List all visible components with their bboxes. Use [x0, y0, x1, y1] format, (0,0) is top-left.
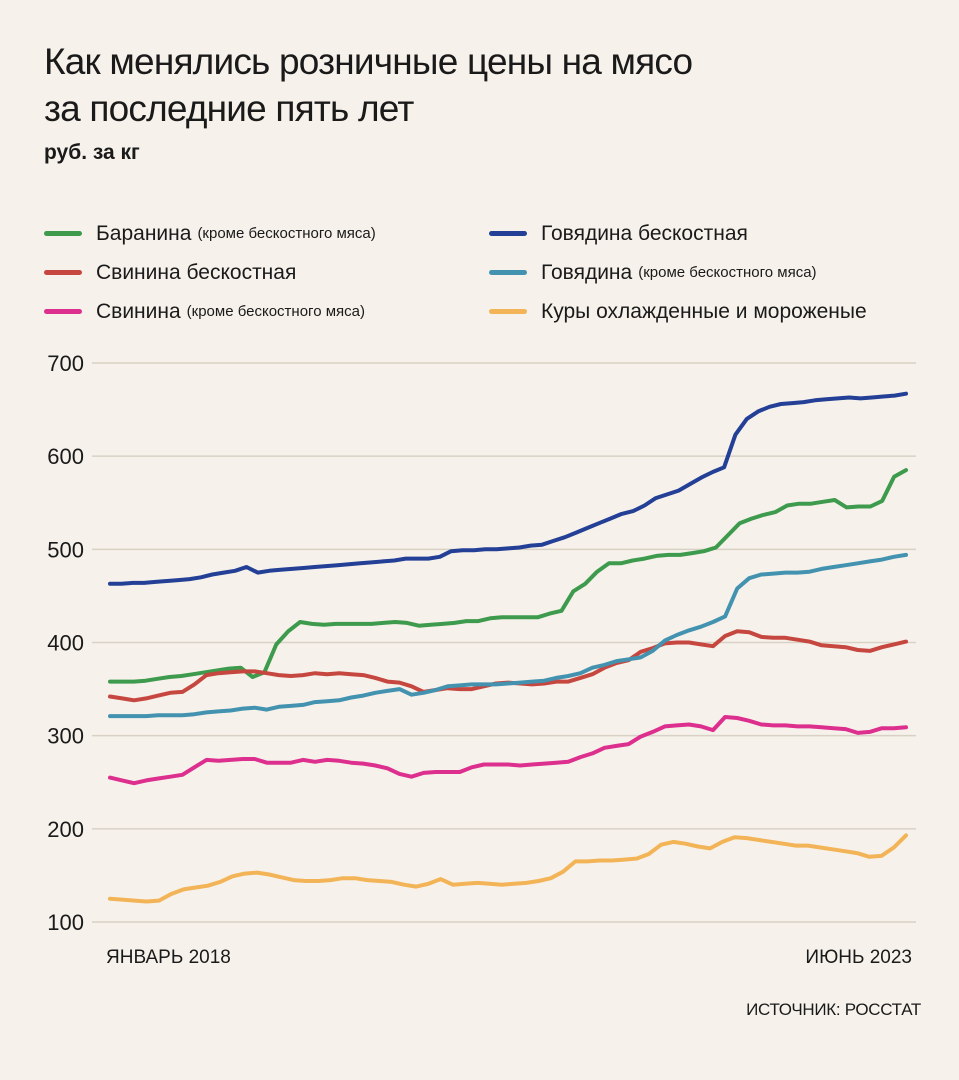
y-tick-label: 300 — [47, 724, 84, 749]
legend-item-beef-boneless: Говядина бескостная — [489, 214, 867, 253]
y-tick-label: 200 — [47, 817, 84, 842]
unit-label: руб. за кг — [44, 141, 140, 164]
legend-note: (кроме бескостного мяса) — [638, 264, 817, 281]
legend-swatch-beef-boneless — [489, 231, 527, 236]
legend-right: Говядина бескостная Говядина (кроме беск… — [489, 214, 867, 331]
y-axis-ticks: 100 200 300 400 500 600 700 — [47, 351, 84, 935]
y-tick-label: 400 — [47, 631, 84, 656]
legend-note: (кроме бескостного мяса) — [186, 303, 365, 320]
y-tick-label: 100 — [47, 910, 84, 935]
legend-swatch-pork-boneless — [44, 270, 82, 275]
series-line-0 — [108, 468, 908, 684]
series-line-1 — [108, 629, 908, 703]
series-line-3 — [108, 391, 908, 586]
legend-label: Свинина — [96, 299, 181, 323]
source-note: ИСТОЧНИК: РОССТАТ — [746, 1000, 921, 1019]
series-line-4 — [108, 552, 908, 719]
legend-left: Баранина (кроме бескостного мяса) Свинин… — [44, 214, 376, 331]
legend-note: (кроме бескостного мяса) — [197, 225, 376, 242]
x-end-label: ИЮНЬ 2023 — [805, 947, 912, 968]
y-tick-label: 700 — [47, 351, 84, 376]
legend-item-beef: Говядина (кроме бескостного мяса) — [489, 253, 867, 292]
series-lines — [108, 391, 908, 904]
legend-swatch-lamb — [44, 231, 82, 236]
line-chart: 100 200 300 400 500 600 700 ЯНВАРЬ 2018 ИЮНЬ 2… — [47, 351, 916, 968]
legend-swatch-pork — [44, 309, 82, 314]
series-line-5 — [108, 833, 908, 904]
y-tick-label: 600 — [47, 444, 84, 469]
legend-label: Куры охлажденные и мороженые — [541, 299, 867, 323]
legend-swatch-beef — [489, 270, 527, 275]
chart-title: Как менялись розничные цены на мясо за п… — [44, 38, 924, 132]
legend-swatch-chicken — [489, 309, 527, 314]
gridlines — [92, 362, 916, 923]
x-start-label: ЯНВАРЬ 2018 — [106, 947, 231, 968]
legend-label: Говядина бескостная — [541, 221, 748, 245]
legend-item-pork: Свинина (кроме бескостного мяса) — [44, 292, 376, 331]
title-line-1: Как менялись розничные цены на мясо — [44, 41, 693, 82]
title-line-2: за последние пять лет — [44, 88, 414, 129]
legend-item-pork-boneless: Свинина бескостная — [44, 253, 376, 292]
legend-label: Свинина бескостная — [96, 260, 297, 284]
legend-label: Баранина — [96, 221, 192, 245]
legend-label: Говядина — [541, 260, 633, 284]
series-line-2 — [108, 715, 908, 786]
legend-item-chicken: Куры охлажденные и мороженые — [489, 292, 867, 331]
legend-item-lamb: Баранина (кроме бескостного мяса) — [44, 214, 376, 253]
y-tick-label: 500 — [47, 537, 84, 562]
